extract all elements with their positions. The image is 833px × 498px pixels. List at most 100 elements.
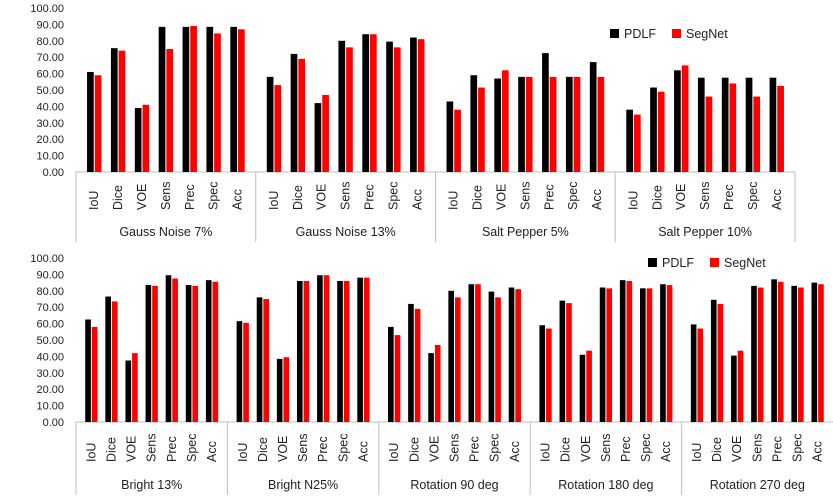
bar-segnet — [263, 299, 270, 422]
chart-panel-1: 0.00 10.00 20.00 30.00 40.00 50.00 60.00 70.00 8… — [30, 3, 796, 242]
y-tick-label: 50.00 — [36, 85, 64, 97]
x-tick-label: Sens — [698, 182, 712, 211]
group-label: Gauss Noise 13% — [296, 225, 396, 239]
x-tick-label: Prec — [770, 436, 784, 462]
x-tick-label: Sens — [145, 434, 159, 463]
bar-pdlf — [266, 76, 274, 172]
bar-segnet — [597, 76, 605, 172]
y-tick-label: 90.00 — [36, 19, 64, 31]
x-tick-label: Prec — [468, 436, 482, 462]
legend-swatch — [672, 29, 681, 38]
bar-pdlf — [745, 77, 753, 172]
bar-segnet — [546, 328, 552, 422]
x-tick-label: Sens — [599, 434, 613, 463]
y-tick-label: 40.00 — [36, 101, 64, 113]
bar-pdlf — [85, 319, 91, 422]
bar-segnet — [454, 109, 461, 172]
x-tick-label: VOE — [427, 436, 441, 462]
bar-segnet — [238, 29, 245, 172]
x-tick-label: IoU — [87, 191, 101, 210]
x-tick-label: Dice — [256, 437, 270, 462]
bar-pdlf — [771, 279, 777, 422]
x-tick-label: Acc — [590, 189, 604, 210]
bar-pdlf — [639, 288, 646, 422]
y-tick-label: 10.00 — [36, 401, 64, 413]
y-tick-label: 80.00 — [36, 286, 64, 298]
bar-pdlf — [408, 303, 414, 422]
x-tick-label: Prec — [722, 184, 736, 210]
bar-pdlf — [710, 299, 717, 422]
bar-segnet — [697, 328, 704, 422]
y-tick-label: 30.00 — [36, 118, 64, 130]
y-tick-label: 100.00 — [30, 3, 64, 15]
bar-pdlf — [446, 101, 454, 172]
bar-segnet — [501, 70, 509, 172]
x-tick-label: Acc — [811, 441, 825, 462]
bar-segnet — [626, 280, 633, 422]
legend-label: SegNet — [724, 256, 766, 270]
x-tick-label: Sens — [518, 182, 532, 211]
bar-segnet — [586, 350, 592, 422]
x-tick-label: VOE — [276, 436, 290, 462]
bar-segnet — [666, 285, 673, 422]
x-tick-label: Spec — [746, 182, 760, 211]
group-label: Rotation 180 deg — [558, 478, 653, 492]
x-tick-label: Acc — [205, 441, 219, 462]
x-tick-label: Sens — [448, 434, 462, 463]
bar-segnet — [657, 91, 665, 172]
bar-segnet — [323, 275, 330, 422]
bar-pdlf — [185, 285, 192, 422]
chart-panel-2: 0.00 10.00 20.00 30.00 40.00 50.00 60.00 70.00 8… — [30, 253, 833, 495]
group-label: Bright 13% — [121, 478, 182, 492]
x-tick-label: Spec — [386, 182, 400, 211]
bar-pdlf — [230, 26, 238, 172]
x-tick-label: Dice — [559, 437, 573, 462]
x-tick-label: Spec — [791, 434, 805, 463]
bar-segnet — [243, 322, 249, 422]
bar-segnet — [212, 281, 219, 422]
x-tick-label: IoU — [84, 443, 98, 462]
x-tick-label: Acc — [231, 189, 245, 210]
x-tick-label: Prec — [542, 184, 556, 210]
bar-segnet — [798, 287, 804, 422]
x-tick-label: Dice — [471, 185, 485, 210]
bar-segnet — [192, 285, 199, 422]
bar-pdlf — [791, 285, 798, 422]
bar-pdlf — [317, 275, 323, 422]
group-label: Salt Pepper 5% — [482, 225, 569, 239]
bar-pdlf — [158, 26, 166, 172]
bar-pdlf — [660, 284, 666, 422]
x-tick-label: Spec — [207, 182, 221, 211]
x-tick-label: Dice — [650, 185, 664, 210]
bar-pdlf — [559, 300, 566, 422]
bar-pdlf — [110, 48, 118, 172]
x-tick-label: Sens — [296, 434, 310, 463]
y-tick-label: 50.00 — [36, 335, 64, 347]
x-tick-label: Dice — [710, 437, 724, 462]
bar-segnet — [111, 301, 118, 422]
bar-segnet — [777, 281, 784, 422]
group-label: Salt Pepper 10% — [658, 225, 752, 239]
bar-pdlf — [87, 71, 94, 172]
bar-pdlf — [599, 287, 606, 422]
x-tick-label: VOE — [730, 436, 744, 462]
x-tick-label: Acc — [659, 441, 673, 462]
x-tick-label: IoU — [626, 191, 640, 210]
bar-pdlf — [650, 87, 657, 172]
y-tick-label: 20.00 — [36, 384, 64, 396]
bar-segnet — [573, 76, 581, 172]
x-tick-label: IoU — [539, 443, 553, 462]
bar-segnet — [495, 297, 501, 422]
bar-segnet — [455, 297, 461, 422]
bar-pdlf — [751, 285, 757, 422]
bar-pdlf — [579, 354, 586, 422]
bar-segnet — [152, 285, 158, 422]
x-tick-label: Prec — [316, 436, 330, 462]
bar-segnet — [737, 350, 744, 422]
bar-pdlf — [296, 280, 303, 422]
bar-pdlf — [428, 353, 434, 422]
x-tick-label: Sens — [159, 182, 173, 211]
bar-pdlf — [542, 53, 549, 172]
y-tick-label: 70.00 — [36, 302, 64, 314]
x-tick-label: Acc — [410, 189, 424, 210]
